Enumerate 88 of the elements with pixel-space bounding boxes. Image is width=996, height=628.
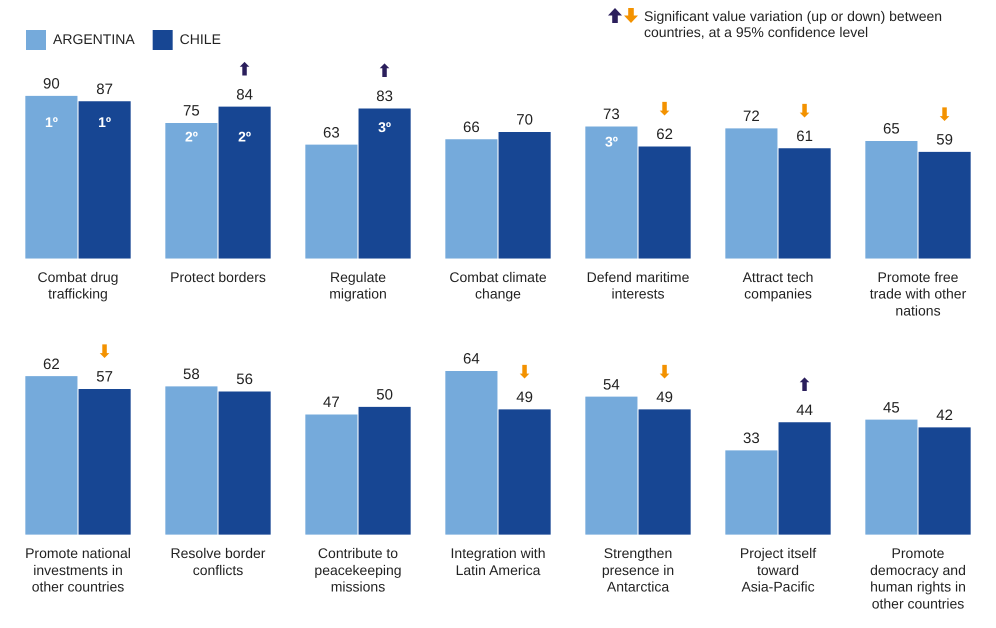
bar <box>725 450 778 535</box>
bar <box>725 128 778 259</box>
bar <box>918 427 971 535</box>
data-label: 87 <box>96 80 113 98</box>
data-label: 63 <box>323 124 340 142</box>
annotation: ⬇ <box>937 104 952 126</box>
annotation: ⬇ <box>97 342 112 363</box>
x-tick-label: Protect borders <box>170 268 266 285</box>
data-label: 56 <box>236 371 253 388</box>
data-label: 70 <box>516 112 533 129</box>
data-label: 49 <box>516 389 533 406</box>
data-label: 62 <box>43 356 60 373</box>
annotation: ⬆ <box>797 374 812 396</box>
bar <box>25 96 78 259</box>
data-label: 45 <box>883 399 900 416</box>
data-label: 72 <box>743 108 760 126</box>
bar <box>358 406 411 535</box>
data-label: 57 <box>96 368 113 386</box>
bar <box>165 386 218 535</box>
x-tick-label: Combat drug trafficking <box>38 268 118 302</box>
text: Significant value variation (up or down) between countries, at a 95% confidence level <box>644 8 944 40</box>
data-label: 65 <box>883 120 900 138</box>
x-tick-label: Promote free trade with other nations <box>870 268 967 318</box>
data-label: 64 <box>463 350 480 368</box>
bar <box>218 106 271 259</box>
x-tick-label: Defend maritime interests <box>586 268 690 302</box>
annotation: 3º <box>378 119 392 136</box>
bar <box>358 108 411 259</box>
data-label: 73 <box>603 106 620 124</box>
x-tick-label: Promote national investments in other countries <box>25 545 131 595</box>
data-label: 59 <box>936 132 953 149</box>
x-tick-label: Strengthen presence in Antarctica <box>602 545 674 595</box>
annotation: ⬇ <box>657 362 672 384</box>
bar <box>778 148 831 259</box>
annotation: 2º <box>238 128 252 144</box>
bar <box>585 396 638 535</box>
bar <box>165 122 218 259</box>
bar <box>78 388 131 535</box>
bar <box>305 414 358 535</box>
data-label: 84 <box>236 86 253 104</box>
annotation: 2º <box>184 128 198 144</box>
x-tick-label: Integration with Latin America <box>450 545 546 578</box>
data-label: 33 <box>743 430 760 447</box>
data-label: 44 <box>796 402 813 419</box>
x-tick-label: Regulate migration <box>329 268 387 302</box>
annotation: 3º <box>604 134 618 150</box>
data-label: 61 <box>796 128 813 145</box>
bar <box>865 420 918 535</box>
data-label: 50 <box>376 386 393 404</box>
data-label: 66 <box>463 118 480 136</box>
data-label: 90 <box>43 75 60 92</box>
bar <box>445 371 498 535</box>
data-label: 49 <box>656 389 673 406</box>
bar <box>638 409 691 535</box>
x-tick-label: Attract tech companies <box>742 268 814 302</box>
annotation: ⬇ <box>517 362 532 384</box>
x-tick-label: Project itself toward Asia-Pacific <box>740 545 816 595</box>
bar <box>498 132 551 259</box>
bar <box>918 152 971 259</box>
annotation: 1º <box>44 114 58 130</box>
annotation: ⬆ <box>237 59 252 80</box>
annotation: ⬇ <box>657 99 672 120</box>
x-tick-label: Combat climate change <box>449 268 547 302</box>
legend-label: ARGENTINA <box>53 30 136 47</box>
bar <box>585 126 638 259</box>
data-label: 83 <box>376 88 393 106</box>
x-tick-label: Contribute to peacekeeping missions <box>314 545 402 595</box>
annotation: ⬆ <box>377 61 392 82</box>
bar <box>78 101 131 259</box>
bar <box>865 141 918 259</box>
annotation: ⬇ <box>797 100 812 122</box>
x-tick-label: Resolve border conflicts <box>170 545 266 578</box>
legend-label: CHILE <box>180 30 221 47</box>
bar <box>778 422 831 535</box>
x-tick-label: Promote democracy and human rights in other countries <box>870 545 966 612</box>
data-label: 47 <box>323 394 340 412</box>
bar <box>218 392 271 535</box>
bar <box>638 146 691 259</box>
data-label: 58 <box>183 366 200 384</box>
bar <box>305 144 358 259</box>
data-label: 42 <box>936 406 953 424</box>
bar <box>445 139 498 259</box>
data-label: 62 <box>656 126 673 144</box>
bar <box>498 409 551 535</box>
data-label: 54 <box>603 376 620 394</box>
bar <box>25 376 78 535</box>
data-label: 75 <box>183 102 200 120</box>
annotation: 1º <box>98 114 112 130</box>
